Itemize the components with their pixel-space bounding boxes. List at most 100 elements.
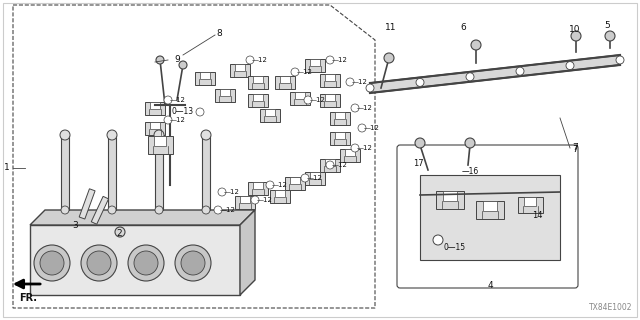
Circle shape	[465, 138, 475, 148]
Polygon shape	[230, 63, 250, 76]
Circle shape	[304, 96, 312, 104]
Text: 2: 2	[116, 229, 122, 238]
Polygon shape	[253, 76, 263, 83]
Polygon shape	[345, 148, 355, 156]
Bar	[155, 135, 163, 210]
Circle shape	[214, 206, 222, 214]
Polygon shape	[320, 158, 340, 172]
Polygon shape	[325, 74, 335, 81]
Text: 9: 9	[174, 55, 180, 65]
Circle shape	[115, 227, 125, 237]
Circle shape	[616, 56, 624, 64]
Circle shape	[384, 53, 394, 63]
Polygon shape	[436, 191, 464, 209]
Circle shape	[134, 251, 158, 275]
Circle shape	[175, 245, 211, 281]
Circle shape	[81, 245, 117, 281]
Circle shape	[202, 206, 210, 214]
Circle shape	[154, 130, 164, 140]
Polygon shape	[145, 122, 165, 134]
Text: —12: —12	[252, 57, 268, 63]
Polygon shape	[253, 93, 263, 101]
Polygon shape	[240, 196, 250, 203]
Polygon shape	[476, 201, 504, 219]
Polygon shape	[320, 93, 340, 107]
Polygon shape	[147, 136, 173, 154]
Polygon shape	[335, 132, 345, 139]
Polygon shape	[92, 196, 109, 224]
Text: 1: 1	[4, 164, 10, 172]
Polygon shape	[330, 132, 350, 145]
FancyBboxPatch shape	[397, 145, 578, 288]
Polygon shape	[295, 92, 305, 99]
Polygon shape	[235, 63, 245, 71]
Circle shape	[156, 56, 164, 64]
Text: —12: —12	[272, 182, 288, 188]
Polygon shape	[253, 181, 263, 189]
Polygon shape	[330, 111, 350, 124]
Text: 0—15: 0—15	[444, 244, 466, 252]
Polygon shape	[79, 189, 95, 219]
Polygon shape	[200, 71, 210, 79]
Circle shape	[201, 130, 211, 140]
Circle shape	[246, 56, 254, 64]
Bar	[202, 135, 210, 210]
Text: —12: —12	[224, 189, 240, 195]
Circle shape	[266, 181, 274, 189]
Polygon shape	[145, 101, 165, 115]
Polygon shape	[275, 76, 295, 89]
Polygon shape	[154, 136, 166, 146]
Polygon shape	[320, 74, 340, 86]
Bar	[108, 135, 116, 210]
Text: —12: —12	[297, 69, 313, 75]
Polygon shape	[195, 71, 215, 84]
Text: —12: —12	[357, 105, 373, 111]
Text: 11: 11	[385, 23, 397, 33]
Circle shape	[366, 84, 374, 92]
Circle shape	[416, 78, 424, 86]
Polygon shape	[325, 158, 335, 166]
Polygon shape	[275, 189, 285, 197]
Circle shape	[40, 251, 64, 275]
Text: —12: —12	[310, 97, 326, 103]
Text: —12: —12	[357, 145, 373, 151]
Circle shape	[351, 144, 359, 152]
Polygon shape	[220, 89, 230, 96]
Circle shape	[466, 73, 474, 81]
Circle shape	[179, 61, 187, 69]
Text: —12: —12	[170, 97, 186, 103]
Circle shape	[346, 78, 354, 86]
Text: 6: 6	[460, 23, 466, 33]
Circle shape	[291, 68, 299, 76]
Polygon shape	[150, 122, 160, 129]
Text: 5: 5	[604, 21, 610, 30]
Circle shape	[107, 130, 117, 140]
Polygon shape	[340, 148, 360, 162]
Circle shape	[155, 206, 163, 214]
Text: FR.: FR.	[19, 293, 37, 303]
Circle shape	[415, 138, 425, 148]
Polygon shape	[305, 59, 325, 71]
Text: TX84E1002: TX84E1002	[589, 303, 632, 312]
Text: —12: —12	[364, 125, 380, 131]
Circle shape	[358, 124, 366, 132]
Circle shape	[164, 116, 172, 124]
Text: —12: —12	[352, 79, 368, 85]
Circle shape	[164, 96, 172, 104]
Polygon shape	[235, 196, 255, 209]
Polygon shape	[290, 177, 300, 184]
Circle shape	[351, 104, 359, 112]
Circle shape	[471, 40, 481, 50]
Polygon shape	[265, 108, 275, 116]
Circle shape	[251, 196, 259, 204]
Polygon shape	[443, 191, 457, 201]
Polygon shape	[13, 5, 375, 308]
Circle shape	[196, 108, 204, 116]
Polygon shape	[310, 59, 320, 66]
Polygon shape	[150, 101, 160, 109]
Circle shape	[605, 31, 615, 41]
Polygon shape	[518, 197, 543, 213]
Polygon shape	[310, 172, 320, 179]
Circle shape	[516, 67, 524, 75]
Text: 10: 10	[569, 26, 580, 35]
